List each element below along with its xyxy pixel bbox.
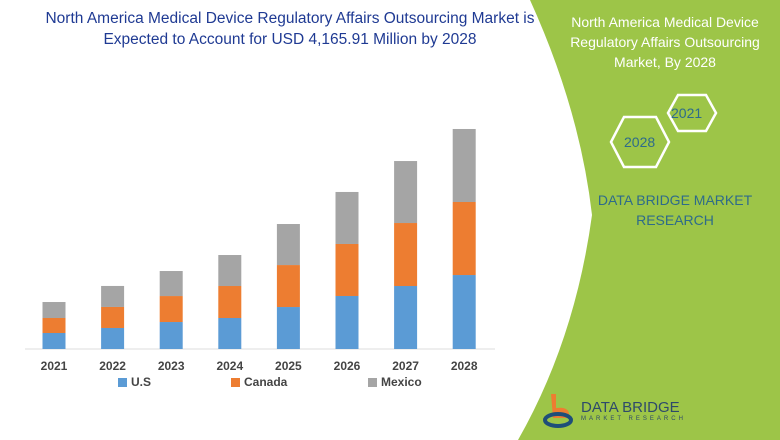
hex-label-2028: 2028: [624, 134, 656, 150]
bar-us-2022: [101, 327, 125, 349]
chart-title: North America Medical Device Regulatory …: [45, 10, 535, 48]
bar-canada-2022: [101, 306, 125, 328]
bar-mexico-2026: [335, 191, 359, 244]
hexagon-2028: [609, 115, 671, 169]
legend-swatch-us: [118, 377, 127, 387]
hexagon-2021: [666, 93, 718, 133]
legend-swatch-canada: [231, 377, 240, 387]
bar-us-2023: [159, 322, 183, 349]
legend-label-canada: Canada: [244, 375, 288, 389]
data-bridge-logo: DATA BRIDGE MARKET RESEARCH: [543, 392, 686, 428]
bars: [42, 128, 476, 349]
bar-mexico-2025: [276, 224, 300, 266]
hex-label-2021: 2021: [671, 105, 703, 121]
bar-canada-2026: [335, 243, 359, 296]
x-tick-label: 2022: [99, 359, 126, 373]
bar-canada-2021: [42, 318, 66, 334]
bar-canada-2024: [218, 286, 242, 319]
bar-mexico-2028: [452, 128, 476, 203]
legend-mexico: Mexico: [368, 375, 422, 389]
legend-canada: Canada: [231, 375, 287, 389]
bar-us-2024: [218, 318, 242, 349]
legend-us: U.S: [118, 375, 151, 389]
bar-canada-2023: [159, 296, 183, 323]
x-tick-label: 2024: [216, 359, 244, 373]
x-tick-label: 2028: [450, 359, 478, 373]
legend-swatch-mexico: [368, 377, 377, 387]
x-tick-label: 2027: [392, 359, 419, 373]
brand-text: DATA BRIDGE MARKET RESEARCH: [597, 192, 753, 228]
legend-label-mexico: Mexico: [381, 375, 422, 389]
logo-sub: MARKET RESEARCH: [581, 415, 686, 422]
bar-mexico-2023: [159, 271, 183, 297]
logo-name: DATA BRIDGE: [581, 398, 680, 416]
bar-canada-2025: [276, 265, 300, 308]
bar-mexico-2022: [101, 285, 125, 307]
bar-us-2027: [394, 286, 418, 349]
bar-mexico-2021: [42, 302, 66, 319]
legend-label-us: U.S: [131, 375, 152, 389]
bar-mexico-2027: [394, 161, 418, 224]
bar-us-2028: [452, 275, 476, 349]
bar-us-2021: [42, 333, 66, 349]
logo-icon: [543, 394, 573, 428]
bar-us-2025: [276, 307, 300, 349]
bar-us-2026: [335, 295, 359, 349]
bar-mexico-2024: [218, 255, 242, 287]
bar-canada-2027: [394, 223, 418, 287]
x-tick-label: 2026: [333, 359, 361, 373]
side-title: North America Medical Device Regulatory …: [570, 14, 760, 70]
bar-canada-2028: [452, 202, 476, 276]
x-tick-label: 2021: [40, 359, 68, 373]
x-tick-label: 2025: [275, 359, 302, 373]
x-tick-label: 2023: [157, 359, 185, 373]
